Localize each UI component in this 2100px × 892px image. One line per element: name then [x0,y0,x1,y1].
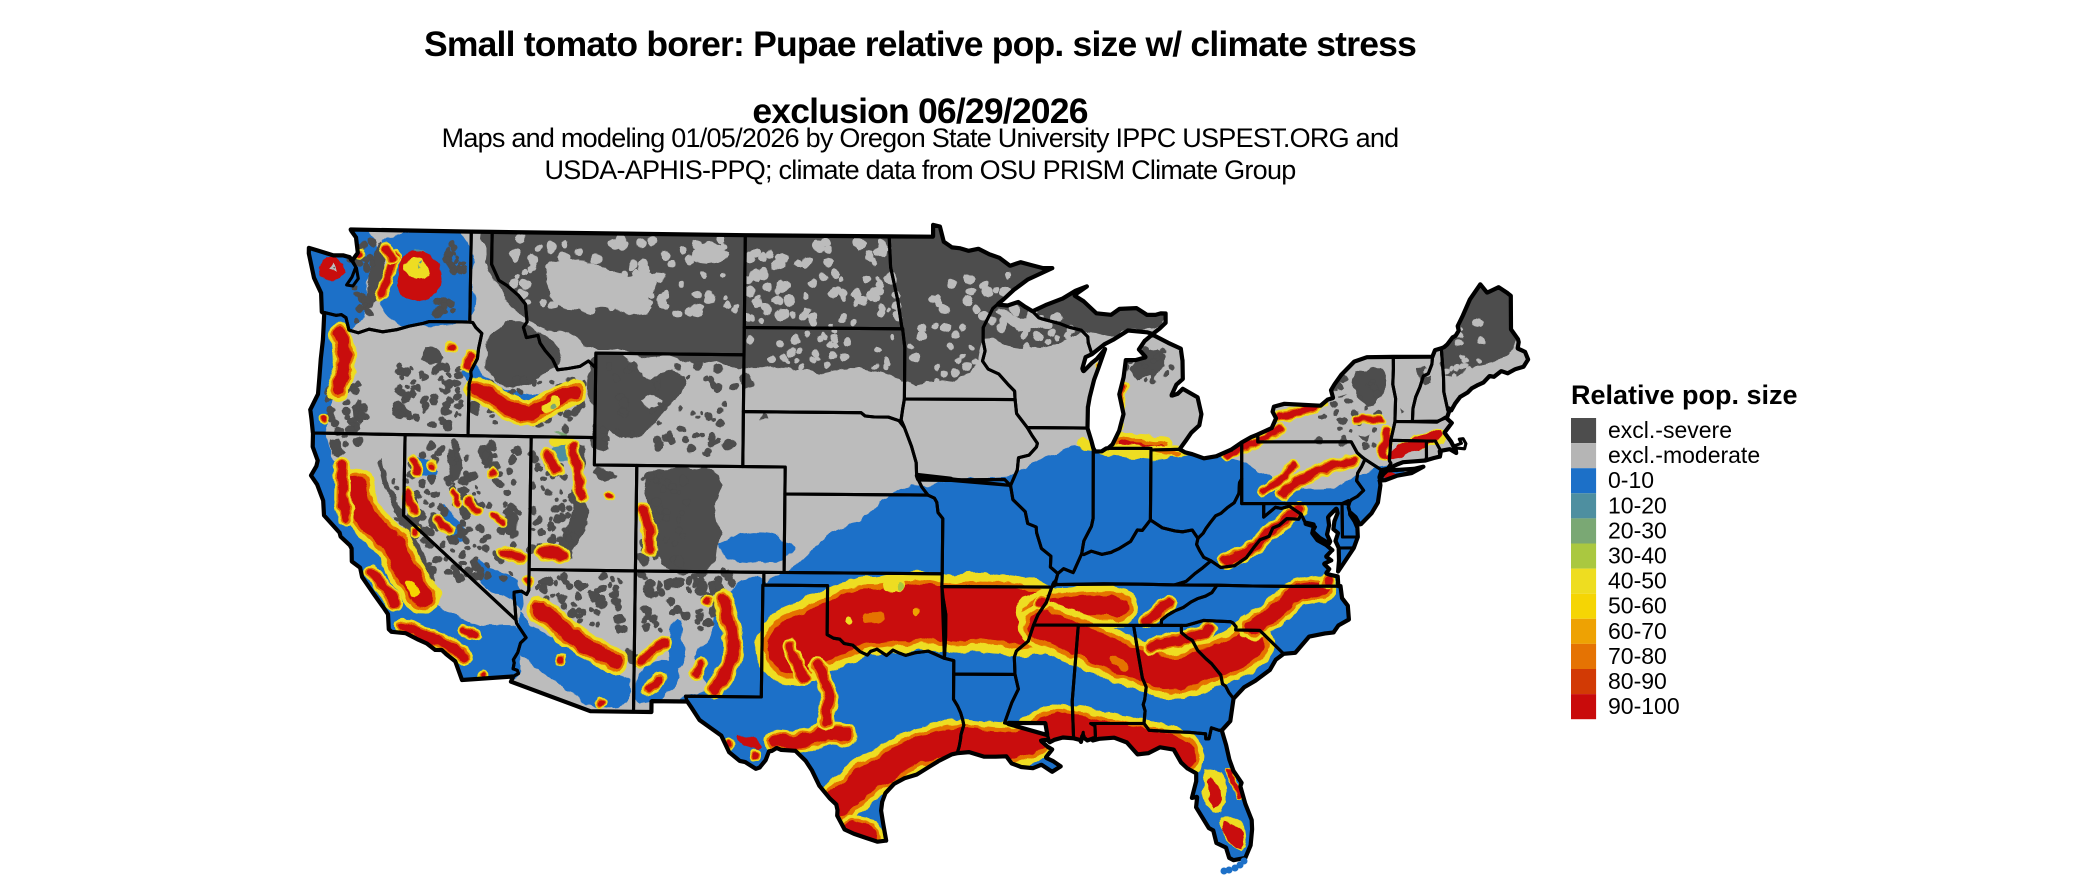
svg-text:exclusion 06/29/2026: exclusion 06/29/2026 [752,91,1087,131]
svg-text:excl.-moderate: excl.-moderate [1608,442,1760,468]
svg-text:20-30: 20-30 [1608,517,1667,543]
svg-text:90-100: 90-100 [1608,693,1680,719]
svg-text:30-40: 30-40 [1608,543,1667,569]
svg-text:40-50: 40-50 [1608,568,1667,594]
svg-text:Small tomato borer: Pupae rela: Small tomato borer: Pupae relative pop. … [424,24,1416,64]
svg-text:80-90: 80-90 [1608,668,1667,694]
svg-text:excl.-severe: excl.-severe [1608,417,1732,443]
svg-text:70-80: 70-80 [1608,643,1667,669]
svg-text:Relative pop. size: Relative pop. size [1571,380,1798,410]
svg-text:10-20: 10-20 [1608,492,1667,518]
svg-text:50-60: 50-60 [1608,593,1667,619]
svg-text:USDA-APHIS-PPQ; climate data f: USDA-APHIS-PPQ; climate data from OSU PR… [545,155,1296,185]
svg-text:0-10: 0-10 [1608,467,1654,493]
svg-text:60-70: 60-70 [1608,618,1667,644]
svg-text:Maps and modeling 01/05/2026 b: Maps and modeling 01/05/2026 by Oregon S… [442,123,1399,153]
